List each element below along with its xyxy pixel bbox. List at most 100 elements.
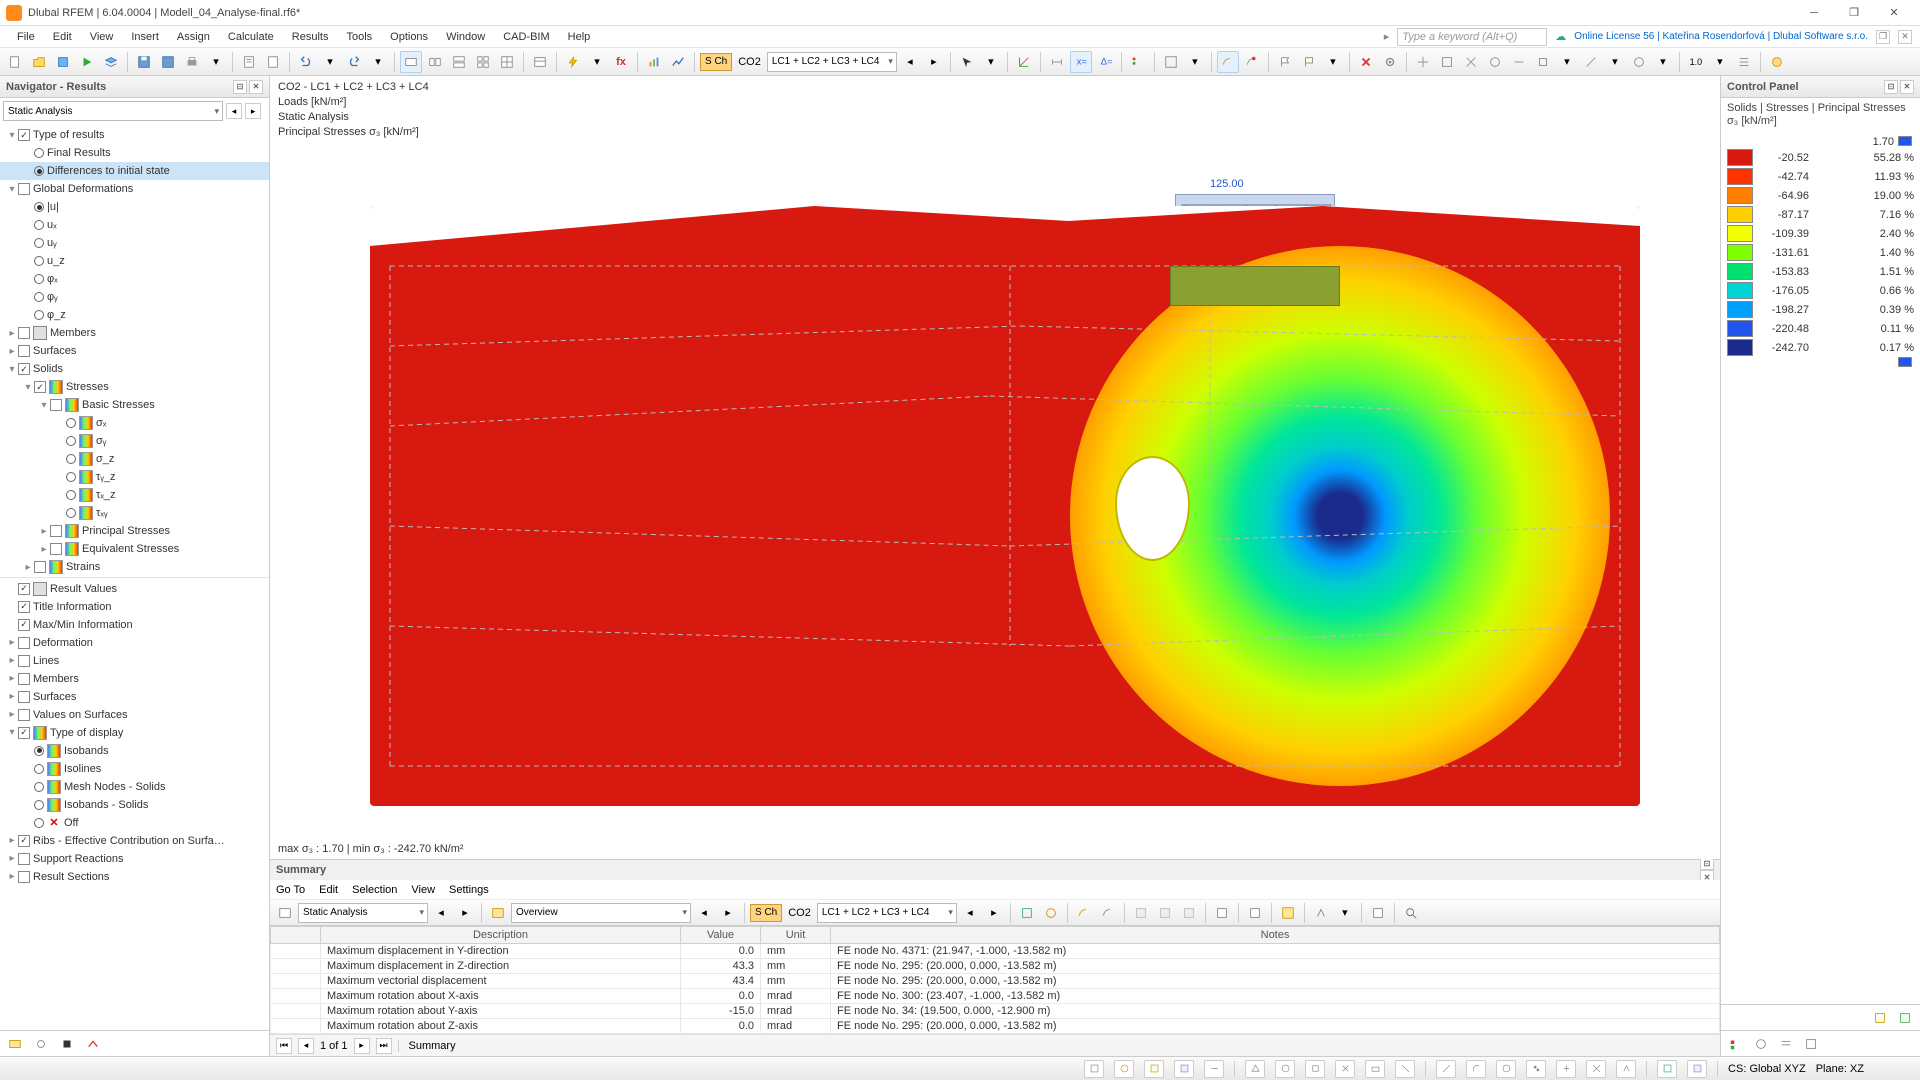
sb-b3[interactable] xyxy=(1144,1060,1164,1078)
sb-b8[interactable] xyxy=(1305,1060,1325,1078)
page-prev[interactable]: ◂ xyxy=(298,1038,314,1054)
play-button[interactable] xyxy=(76,51,98,73)
tree-node[interactable]: φₓ xyxy=(0,270,269,288)
tree-node[interactable]: Mesh Nodes - Solids xyxy=(0,778,269,796)
tree-node[interactable]: ▸Members xyxy=(0,670,269,688)
sum-next1[interactable]: ▸ xyxy=(454,902,476,924)
sum-t6[interactable] xyxy=(1154,902,1176,924)
new-button[interactable] xyxy=(4,51,26,73)
axis-button[interactable] xyxy=(1013,51,1035,73)
tool5[interactable] xyxy=(1508,51,1530,73)
sum-next3[interactable]: ▸ xyxy=(983,902,1005,924)
tree-node[interactable]: φ_z xyxy=(0,306,269,324)
ctrl-b4[interactable] xyxy=(1800,1033,1822,1055)
dimx-button[interactable]: x= xyxy=(1070,51,1092,73)
num-button[interactable]: 1.0 xyxy=(1685,51,1707,73)
dim-button[interactable] xyxy=(1046,51,1068,73)
flag-dd[interactable]: ▾ xyxy=(1322,51,1344,73)
tree-node[interactable]: φᵧ xyxy=(0,288,269,306)
tree-node[interactable]: ▸Strains xyxy=(0,558,269,576)
tree-node[interactable]: ▾Solids xyxy=(0,360,269,378)
saveas-button[interactable] xyxy=(157,51,179,73)
tree-node[interactable]: ▸Result Sections xyxy=(0,868,269,886)
ctrl-pin[interactable]: ⊡ xyxy=(1884,80,1898,94)
undo-dd[interactable]: ▾ xyxy=(319,51,341,73)
sum-prev1[interactable]: ◂ xyxy=(430,902,452,924)
sb-b10[interactable] xyxy=(1365,1060,1385,1078)
menu-view[interactable]: View xyxy=(81,31,123,43)
tree-node[interactable]: uᵧ xyxy=(0,234,269,252)
num-dd[interactable]: ▾ xyxy=(1709,51,1731,73)
nav-mode-next[interactable]: ▸ xyxy=(245,103,261,119)
sum-t4[interactable] xyxy=(1097,902,1119,924)
menu-help[interactable]: Help xyxy=(559,31,600,43)
sum-mode-combo[interactable]: Static Analysis xyxy=(298,903,428,923)
sb-b20[interactable] xyxy=(1687,1060,1707,1078)
dimd-button[interactable]: Δ= xyxy=(1094,51,1116,73)
sum-menu-go-to[interactable]: Go To xyxy=(276,884,305,896)
menu-insert[interactable]: Insert xyxy=(122,31,168,43)
nav-mode-combo[interactable]: Static Analysis xyxy=(3,101,223,121)
sb-b11[interactable] xyxy=(1395,1060,1415,1078)
sum-search[interactable] xyxy=(1400,902,1422,924)
sum-next2[interactable]: ▸ xyxy=(717,902,739,924)
tree-node[interactable]: ▸Deformation xyxy=(0,634,269,652)
view1-button[interactable] xyxy=(400,51,422,73)
page-first[interactable]: ⏮ xyxy=(276,1038,292,1054)
sum-t3[interactable] xyxy=(1073,902,1095,924)
tree-node[interactable]: τₓᵧ xyxy=(0,504,269,522)
tree-node[interactable]: ▾Basic Stresses xyxy=(0,396,269,414)
menu-options[interactable]: Options xyxy=(381,31,437,43)
fx-button[interactable]: fx xyxy=(610,51,632,73)
tool7dd[interactable]: ▾ xyxy=(1604,51,1626,73)
navigator-tree[interactable]: ▾Type of resultsFinal ResultsDifferences… xyxy=(0,124,269,577)
tree-node[interactable]: σₓ xyxy=(0,414,269,432)
tool2[interactable] xyxy=(1436,51,1458,73)
sum-menu-settings[interactable]: Settings xyxy=(449,884,489,896)
sb-b4[interactable] xyxy=(1174,1060,1194,1078)
table-row[interactable]: Maximum displacement in Y-direction0.0mm… xyxy=(271,944,1720,959)
nav-pin-button[interactable]: ⊡ xyxy=(233,80,247,94)
sb-b16[interactable] xyxy=(1556,1060,1576,1078)
page-last[interactable]: ⏭ xyxy=(376,1038,392,1054)
sb-b12[interactable] xyxy=(1436,1060,1456,1078)
table-row[interactable]: Maximum rotation about X-axis0.0mradFE n… xyxy=(271,989,1720,1004)
lc-prev[interactable]: ◂ xyxy=(899,51,921,73)
tree-node[interactable]: Differences to initial state xyxy=(0,162,269,180)
doc-close-button[interactable]: ✕ xyxy=(1898,30,1912,44)
sb-b7[interactable] xyxy=(1275,1060,1295,1078)
table-row[interactable]: Maximum vectorial displacement43.4mmFE n… xyxy=(271,974,1720,989)
tree-node[interactable]: σᵧ xyxy=(0,432,269,450)
tree-node[interactable]: ▸Values on Surfaces xyxy=(0,706,269,724)
nav-tab1[interactable] xyxy=(4,1033,26,1055)
ctrl-b2[interactable] xyxy=(1750,1033,1772,1055)
search-triangle-icon[interactable]: ▸ xyxy=(1384,30,1390,43)
menu-edit[interactable]: Edit xyxy=(44,31,81,43)
tree-node[interactable]: ▸Ribs - Effective Contribution on Surfa… xyxy=(0,832,269,850)
doc-restore-button[interactable]: ❐ xyxy=(1876,30,1890,44)
report2-button[interactable] xyxy=(262,51,284,73)
sum-prev3[interactable]: ◂ xyxy=(959,902,981,924)
tree-node[interactable]: ▾Type of results xyxy=(0,126,269,144)
tool8[interactable] xyxy=(1628,51,1650,73)
tree-node[interactable]: ▸Principal Stresses xyxy=(0,522,269,540)
keyword-search[interactable]: Type a keyword (Alt+Q) xyxy=(1397,28,1547,46)
tree-node[interactable]: ▸Support Reactions xyxy=(0,850,269,868)
ctrl-close[interactable]: ✕ xyxy=(1900,80,1914,94)
redo-button[interactable] xyxy=(343,51,365,73)
save-button[interactable] xyxy=(133,51,155,73)
ctrl-f1[interactable] xyxy=(1869,1007,1891,1029)
tool3[interactable] xyxy=(1460,51,1482,73)
grid-dd[interactable]: ▾ xyxy=(1184,51,1206,73)
redo-dd[interactable]: ▾ xyxy=(367,51,389,73)
menu-window[interactable]: Window xyxy=(437,31,494,43)
maximize-button[interactable]: ❐ xyxy=(1834,1,1874,25)
results-button[interactable] xyxy=(643,51,665,73)
sb-b14[interactable] xyxy=(1496,1060,1516,1078)
sum-lc-combo[interactable]: LC1 + LC2 + LC3 + LC4 xyxy=(817,903,957,923)
tree-node[interactable]: ▸Surfaces xyxy=(0,688,269,706)
lc-next[interactable]: ▸ xyxy=(923,51,945,73)
flag-button[interactable] xyxy=(1274,51,1296,73)
model-viewport[interactable]: CO2 - LC1 + LC2 + LC3 + LC4 Loads [kN/m²… xyxy=(270,76,1720,859)
tree-node[interactable]: Isolines xyxy=(0,760,269,778)
